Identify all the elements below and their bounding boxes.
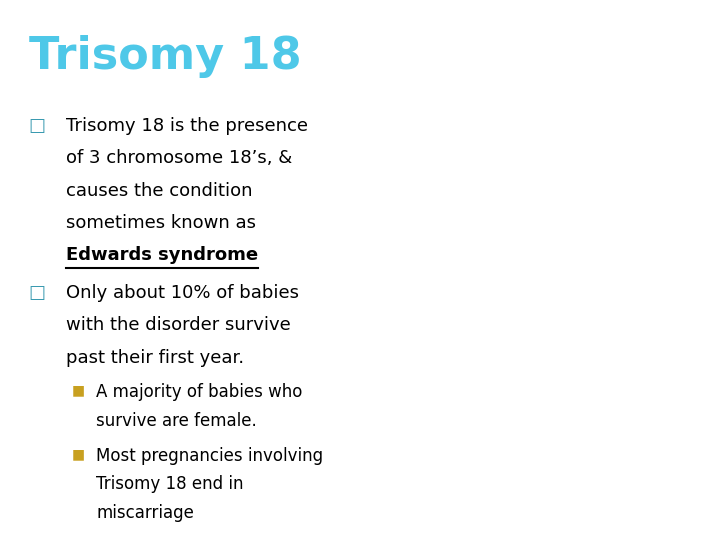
Text: □: □ xyxy=(29,117,46,135)
Text: of 3 chromosome 18’s, &: of 3 chromosome 18’s, & xyxy=(66,150,292,167)
Text: with the disorder survive: with the disorder survive xyxy=(66,316,291,334)
Text: past their first year.: past their first year. xyxy=(66,349,244,367)
Text: sometimes known as: sometimes known as xyxy=(66,214,256,232)
Text: Edwards syndrome: Edwards syndrome xyxy=(66,246,258,265)
Text: ■: ■ xyxy=(72,447,85,461)
Text: Only about 10% of babies: Only about 10% of babies xyxy=(66,284,300,302)
Text: Trisomy 18 end in: Trisomy 18 end in xyxy=(96,475,244,493)
Text: survive are female.: survive are female. xyxy=(96,411,257,430)
Text: Trisomy 18: Trisomy 18 xyxy=(29,35,302,78)
Text: □: □ xyxy=(29,284,46,302)
Text: Most pregnancies involving: Most pregnancies involving xyxy=(96,447,323,465)
Text: miscarriage: miscarriage xyxy=(96,504,194,522)
Text: A majority of babies who: A majority of babies who xyxy=(96,383,303,401)
Text: Trisomy 18 is the presence: Trisomy 18 is the presence xyxy=(66,117,308,135)
Text: causes the condition: causes the condition xyxy=(66,182,253,200)
Text: ■: ■ xyxy=(72,383,85,397)
